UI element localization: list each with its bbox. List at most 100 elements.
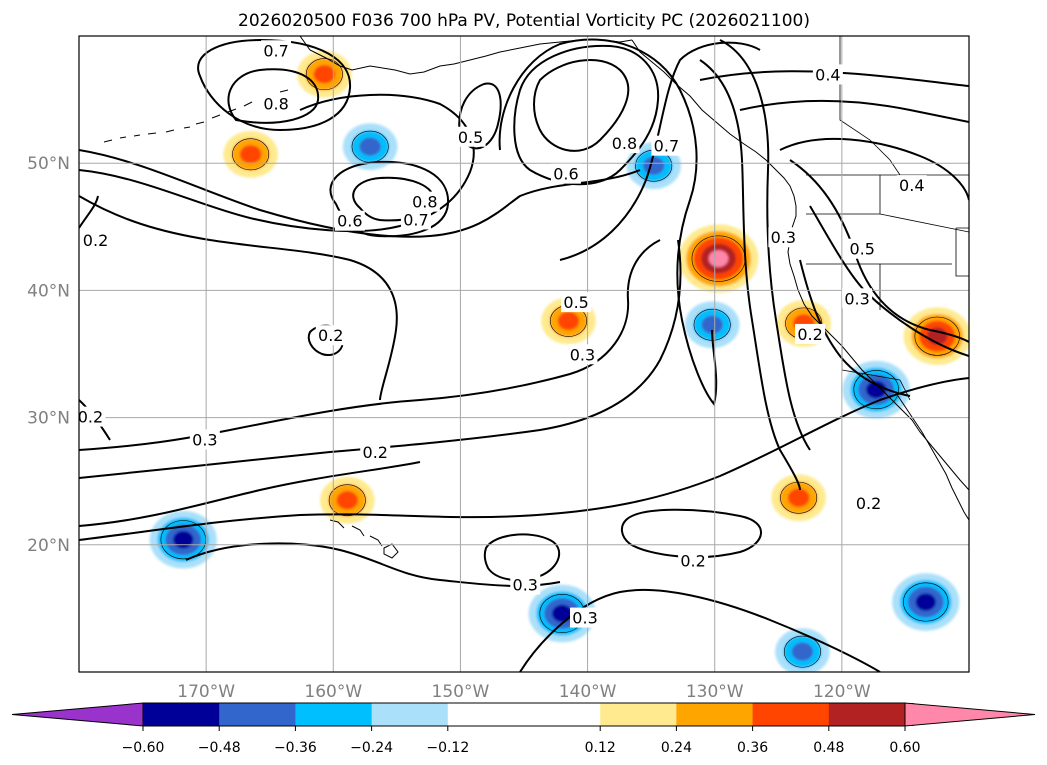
contour-0.4-trough xyxy=(699,59,801,491)
colorbar-tick-label: 0.36 xyxy=(737,740,768,756)
contour-label: 0.7 xyxy=(654,137,679,156)
contour-label: 0.5 xyxy=(458,128,483,147)
anomaly-level xyxy=(701,315,723,334)
anomaly-level xyxy=(551,604,573,623)
contour-label: 0.3 xyxy=(844,289,869,308)
contour-label-gap xyxy=(409,191,440,212)
lon-tick-label: 150°W xyxy=(432,682,490,702)
contour-0.7-trough xyxy=(513,44,660,186)
colorbar-bin xyxy=(752,703,838,726)
positive-pv-anomaly xyxy=(678,224,759,293)
contour-label-gap xyxy=(768,227,799,248)
contour-label-gap xyxy=(561,292,592,313)
baja-coastline xyxy=(897,395,969,521)
colorbar-bin xyxy=(676,703,762,726)
contour-0.7-loop-center xyxy=(329,160,450,238)
contour-label-gap xyxy=(609,133,640,154)
anomaly-level xyxy=(708,250,729,267)
colorbar-bin xyxy=(600,703,686,726)
contour-label: 0.8 xyxy=(612,134,637,153)
negative-pv-anomaly xyxy=(149,510,217,569)
contour-label-gap xyxy=(795,323,826,344)
contour-label-gap xyxy=(847,238,878,259)
contour-label: 0.5 xyxy=(849,240,874,259)
anomaly-level xyxy=(336,491,359,510)
colorbar-tick-label: 0.24 xyxy=(661,740,692,756)
anomaly-outline xyxy=(914,316,960,356)
lat-tick-label: 40°N xyxy=(27,281,70,301)
contour-label: 0.7 xyxy=(263,41,288,60)
colorbar-extend-low xyxy=(11,702,144,727)
pacific-northwest-coastline xyxy=(631,39,969,491)
contour-label-gap xyxy=(812,64,843,85)
contour-label-gap xyxy=(510,574,541,595)
contour-label: 0.2 xyxy=(363,443,388,462)
contour-label-gap xyxy=(550,163,581,184)
contour-label: 0.3 xyxy=(192,430,217,449)
anomaly-level xyxy=(787,488,810,507)
contour-label: 0.8 xyxy=(263,95,288,114)
contour-label: 0.4 xyxy=(815,65,840,84)
contour-0.5-north xyxy=(739,99,969,123)
contour-0.2-east xyxy=(799,259,911,397)
colorbar-frame xyxy=(142,702,906,727)
contour-0.6-trough xyxy=(498,38,718,407)
colorbar-tick-label: −0.36 xyxy=(274,740,317,756)
anomaly-level xyxy=(791,642,814,661)
negative-pv-anomaly xyxy=(342,123,398,171)
graticule xyxy=(79,36,969,672)
lon-tick-label: 140°W xyxy=(559,682,617,702)
contour-label-gap xyxy=(567,344,598,365)
anomaly-level xyxy=(359,137,381,156)
colorbar-tick-label: −0.48 xyxy=(198,740,241,756)
contour-label-gap xyxy=(853,493,884,514)
contour-label-gap xyxy=(261,40,292,61)
contour-label-gap xyxy=(261,93,292,114)
positive-pv-anomaly xyxy=(319,476,375,524)
contour-label-gap xyxy=(651,135,682,156)
contour-label: 0.8 xyxy=(412,193,437,212)
contour-label: 0.2 xyxy=(856,494,881,513)
map-background xyxy=(79,36,969,672)
contour-label: 0.6 xyxy=(553,165,578,184)
colorbar-tick-label: 0.12 xyxy=(585,740,616,756)
bc-alberta-border xyxy=(839,36,901,176)
lat-tick-label: 50°N xyxy=(27,154,70,174)
colorbar-tick-label: −0.60 xyxy=(122,740,165,756)
contour-label-gap xyxy=(315,325,346,346)
contour-0.5-ridge xyxy=(458,82,502,150)
contour-label: 0.4 xyxy=(899,176,924,195)
contour-0.6-band xyxy=(79,149,641,238)
lon-tick-label: 130°W xyxy=(686,682,744,702)
anomaly-outline xyxy=(305,58,343,91)
hawaii-islands xyxy=(329,519,399,559)
contour-0.4-east xyxy=(779,137,969,201)
colorbar-bin xyxy=(828,703,914,726)
anomaly-level xyxy=(313,64,336,84)
latitude-labels: 20°N 30°N 40°N 50°N xyxy=(27,154,70,556)
lon-tick-label: 170°W xyxy=(177,682,235,702)
contour-0.8-loop-west xyxy=(227,68,320,124)
contour-label-gap xyxy=(80,229,111,250)
contour-labels: 0.70.80.5 0.8 0.70.60.80.6 0.70.40.40.2 0.50… xyxy=(79,40,927,628)
contour-label: 0.6 xyxy=(337,212,362,231)
map-area: 0.70.80.5 0.8 0.70.60.80.6 0.70.40.40.2 0.50… xyxy=(78,35,970,673)
lat-tick-label: 20°N xyxy=(27,536,70,556)
negative-pv-anomaly xyxy=(892,573,960,631)
contour-label-gap xyxy=(400,209,431,230)
contour-label: 0.2 xyxy=(83,231,108,250)
contour-label: 0.3 xyxy=(570,345,595,364)
contour-label: 0.3 xyxy=(572,609,597,628)
contour-0.2-dome xyxy=(79,195,398,401)
contour-label: 0.5 xyxy=(563,293,588,312)
colorbar-bin xyxy=(447,703,533,726)
negative-pv-anomaly xyxy=(684,301,740,349)
colorbar-bin xyxy=(295,703,381,726)
contour-0.3-south-arc xyxy=(519,588,881,672)
negative-pv-anomaly xyxy=(775,628,830,672)
anomaly-level xyxy=(915,593,936,611)
contour-0.8-trough xyxy=(533,58,630,152)
chart-title: 2026020500 F036 700 hPa PV, Potential Vo… xyxy=(238,11,810,31)
positive-pv-anomaly xyxy=(223,130,278,178)
